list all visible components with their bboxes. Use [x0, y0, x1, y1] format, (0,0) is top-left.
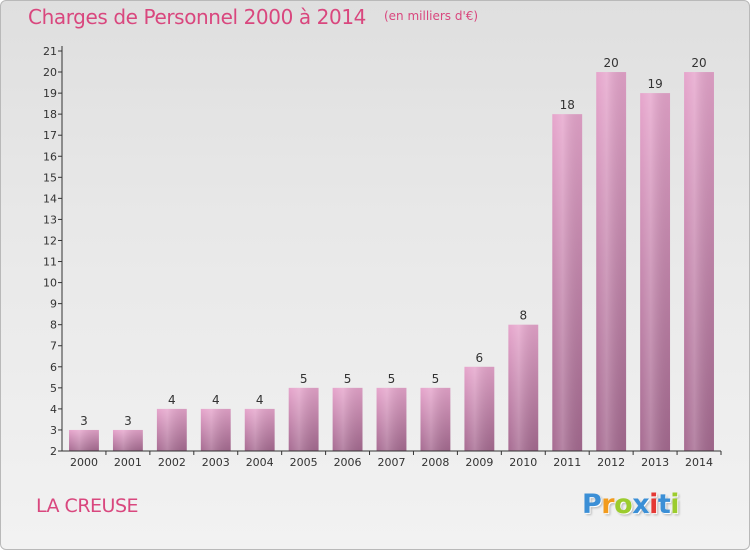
bar-2009: 6: [464, 351, 495, 451]
x-tick-label: 2013: [641, 456, 669, 469]
x-tick-label: 2010: [509, 456, 537, 469]
bar-shine: [156, 408, 187, 451]
bar-shine: [69, 429, 99, 451]
x-tick-label: 2002: [158, 456, 186, 469]
logo-letter: r: [601, 489, 615, 520]
bar-shine: [596, 72, 627, 451]
bar-shine: [332, 387, 363, 451]
bar-2014: 20: [684, 56, 714, 451]
y-tick-label: 13: [43, 213, 57, 226]
bar-value-label: 20: [604, 56, 619, 70]
logo-letter: P: [582, 489, 602, 520]
y-tick-label: 20: [43, 66, 57, 79]
x-tick-label: 2006: [334, 456, 362, 469]
x-tick-label: 2000: [70, 456, 98, 469]
y-tick-label: 11: [43, 256, 57, 269]
bars-group: 3 3 4 4 4 5 5 5 5 6 8 18 20 19 20: [69, 56, 714, 452]
bar-2005: 5: [288, 372, 319, 451]
bar-value-label: 4: [212, 393, 220, 407]
bar-shine: [508, 324, 539, 451]
proxiti-logo[interactable]: Proxiti: [582, 489, 680, 520]
x-tick-label: 2007: [378, 456, 406, 469]
y-tick-label: 7: [50, 340, 57, 353]
bar-value-label: 6: [476, 351, 484, 365]
bar-shine: [464, 366, 495, 451]
x-tick-label: 2011: [553, 456, 581, 469]
y-tick-label: 19: [43, 87, 57, 100]
x-tick-label: 2008: [421, 456, 449, 469]
y-tick-label: 6: [50, 361, 57, 374]
bar-2001: 3: [112, 414, 143, 451]
y-tick-label: 15: [43, 171, 57, 184]
bar-value-label: 5: [432, 372, 440, 386]
bar-value-label: 20: [691, 56, 706, 70]
bar-value-label: 3: [80, 414, 88, 428]
y-tick-label: 9: [50, 298, 57, 311]
logo-letter: t: [657, 489, 671, 520]
x-tick-label: 2001: [114, 456, 142, 469]
y-tick-label: 21: [43, 45, 57, 58]
bar-shine: [288, 387, 319, 451]
bar-2012: 20: [596, 56, 627, 451]
bar-2002: 4: [156, 393, 187, 451]
chart-header: Charges de Personnel 2000 à 2014 (en mil…: [28, 5, 478, 29]
logo-letter: x: [632, 489, 650, 520]
y-tick-label: 3: [50, 424, 57, 437]
bar-value-label: 3: [124, 414, 132, 428]
bar-shine: [200, 408, 231, 451]
bar-value-label: 4: [168, 393, 176, 407]
chart-unit: (en milliers d'€): [383, 9, 479, 23]
x-tick-label: 2004: [246, 456, 274, 469]
y-tick-label: 17: [43, 129, 57, 142]
bar-2000: 3: [69, 414, 99, 451]
bar-2011: 18: [552, 98, 583, 451]
bar-shine: [684, 72, 714, 451]
x-tick-label: 2009: [465, 456, 493, 469]
bar-2007: 5: [376, 372, 407, 451]
y-tick-label: 10: [43, 277, 57, 290]
bar-shine: [376, 387, 407, 451]
logo-letter: i: [649, 489, 658, 520]
bar-shine: [640, 93, 671, 452]
logo-letter: i: [670, 489, 680, 520]
bar-shine: [552, 114, 583, 451]
x-tick-label: 2012: [597, 456, 625, 469]
bar-value-label: 5: [388, 372, 396, 386]
y-tick-label: 5: [50, 382, 57, 395]
bar-value-label: 8: [519, 309, 527, 323]
bar-shine: [420, 387, 451, 451]
bar-2003: 4: [200, 393, 231, 451]
bar-value-label: 19: [647, 77, 662, 91]
y-tick-label: 16: [43, 150, 57, 163]
x-tick-label: 2003: [202, 456, 230, 469]
logo-letter: o: [614, 489, 633, 520]
bar-value-label: 5: [300, 372, 308, 386]
x-tick-label: 2005: [290, 456, 318, 469]
bar-2004: 4: [244, 393, 275, 451]
bar-shine: [244, 408, 275, 451]
bar-shine: [112, 429, 143, 451]
axes-group: 2000 2001 2002 2003 2004 2005 2006 2007 2008 2009…: [43, 45, 722, 469]
x-tick-label: 2014: [685, 456, 713, 469]
bar-value-label: 18: [560, 98, 575, 112]
y-tick-label: 8: [50, 319, 57, 332]
bar-value-label: 4: [256, 393, 264, 407]
bar-2010: 8: [508, 309, 539, 451]
region-label: LA CREUSE: [36, 495, 139, 517]
y-tick-label: 12: [43, 234, 57, 247]
y-tick-label: 2: [50, 445, 57, 458]
chart-title: Charges de Personnel 2000 à 2014: [28, 5, 366, 29]
y-tick-label: 14: [43, 192, 57, 205]
bar-2006: 5: [332, 372, 363, 451]
y-tick-label: 4: [50, 403, 57, 416]
bar-value-label: 5: [344, 372, 352, 386]
bar-2008: 5: [420, 372, 451, 451]
y-tick-label: 18: [43, 108, 57, 121]
bar-2013: 19: [640, 77, 671, 452]
